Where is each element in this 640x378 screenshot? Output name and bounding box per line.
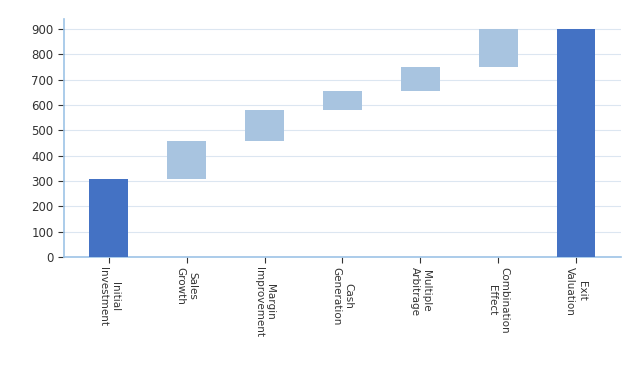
Bar xyxy=(167,141,206,178)
Bar xyxy=(557,29,595,257)
Bar xyxy=(90,178,128,257)
Bar xyxy=(401,67,440,91)
Bar xyxy=(479,29,518,67)
Bar xyxy=(245,110,284,141)
Bar xyxy=(323,91,362,110)
